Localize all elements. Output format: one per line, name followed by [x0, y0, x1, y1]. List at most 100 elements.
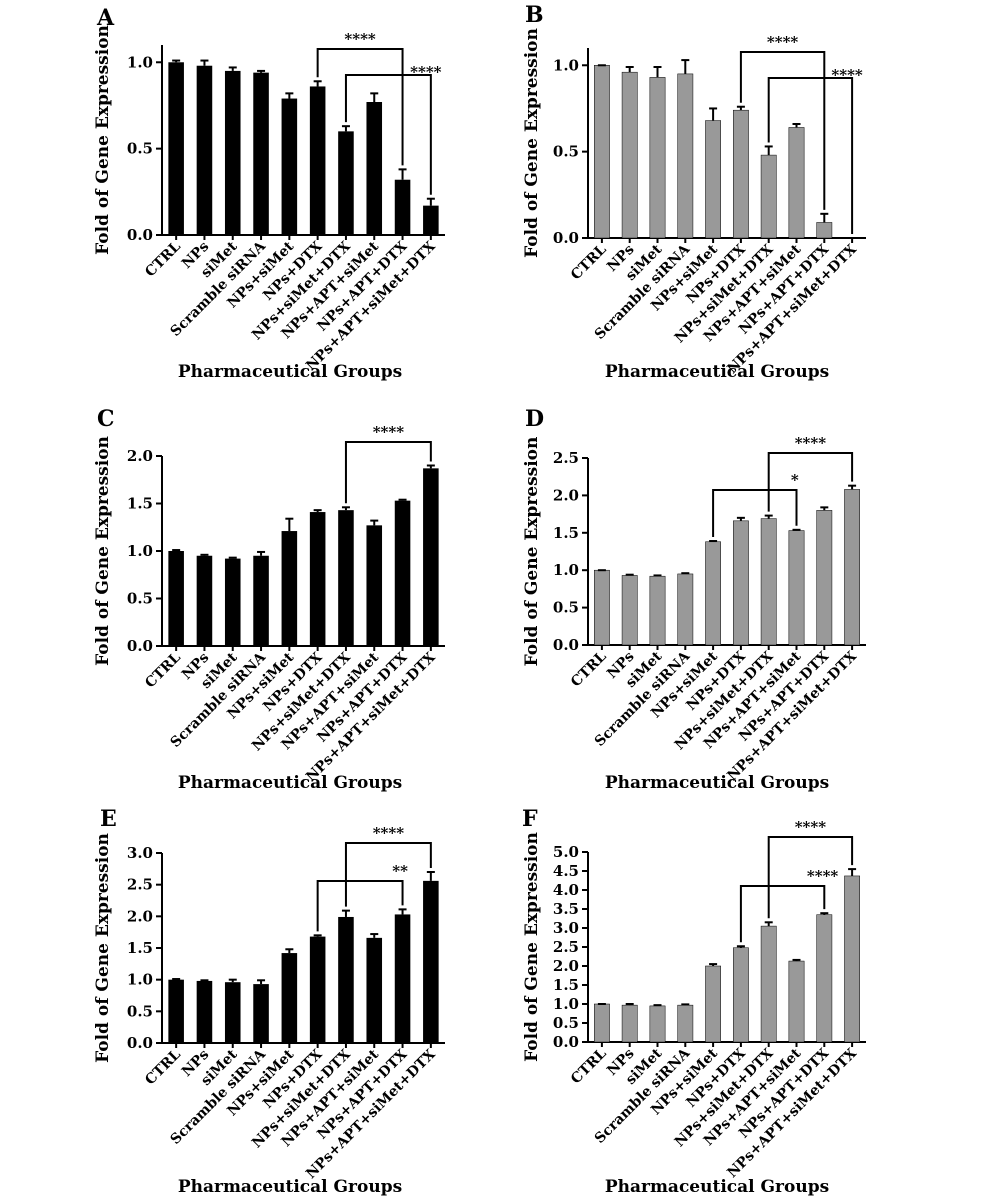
panel-letter: F — [522, 806, 538, 832]
bar-3 — [224, 982, 241, 1043]
bar-8 — [788, 530, 805, 646]
y-tick-label: 3.5 — [553, 900, 579, 918]
significance-bracket — [767, 836, 854, 919]
bar-7 — [338, 916, 354, 1043]
panel-letter: C — [97, 406, 115, 432]
bar-8 — [366, 937, 383, 1043]
y-axis-title: Fold of Gene Expression — [93, 25, 113, 255]
bar-2 — [621, 1004, 638, 1043]
bar-5 — [705, 541, 721, 646]
panel-letter: D — [525, 406, 544, 432]
chart-panel-f: F 0.00.51.01.52.02.53.03.54.04.55.0 Fold o… — [522, 806, 866, 1197]
bar-5 — [281, 98, 298, 235]
x-axis-title: Pharmaceutical Groups — [178, 773, 402, 793]
y-tick-label: 1.5 — [127, 939, 153, 957]
bar-5 — [281, 531, 298, 646]
x-axis-title: Pharmaceutical Groups — [605, 362, 829, 382]
category-label: CTRL — [568, 648, 610, 690]
significance-bracket — [316, 48, 404, 166]
bar-6 — [733, 109, 749, 239]
bar-7 — [338, 510, 354, 646]
category-label: CTRL — [568, 1045, 610, 1087]
bar-4 — [677, 1004, 694, 1043]
significance-label: **** — [767, 33, 799, 51]
bar-1 — [168, 62, 184, 235]
y-tick-label: 1.0 — [127, 542, 153, 560]
y-tick-label: 2.0 — [553, 957, 579, 975]
bar-5 — [705, 120, 721, 239]
chart-panel-a: A 0.0 0.5 1.0 Fold of Gene Expression Pharmac… — [93, 5, 445, 382]
bar-9 — [816, 510, 833, 646]
bar-9 — [394, 179, 411, 235]
y-tick-label: 0.5 — [127, 140, 153, 158]
bar-7 — [760, 925, 777, 1043]
y-tick-label: 1.0 — [553, 561, 579, 579]
bar-4 — [253, 555, 269, 646]
bar-8 — [788, 127, 805, 239]
y-axis-title: Fold of Gene Expression — [93, 833, 113, 1063]
bar-6 — [733, 947, 749, 1043]
y-tick-label: 0.0 — [127, 226, 153, 244]
significance-label: **** — [344, 30, 376, 48]
bar-1 — [594, 569, 610, 646]
bar-7 — [760, 154, 777, 239]
bar-1 — [168, 979, 184, 1043]
significance-bracket — [344, 74, 432, 195]
bar-5 — [281, 953, 298, 1043]
category-label: CTRL — [142, 1046, 184, 1088]
y-tick-label: 2.5 — [127, 876, 153, 894]
bar-1 — [594, 1003, 610, 1043]
panel-letter: B — [525, 2, 544, 28]
significance-bracket — [316, 880, 404, 932]
y-tick-label: 2.0 — [127, 907, 153, 925]
y-tick-label: 1.5 — [553, 524, 579, 542]
y-tick-label: 0.0 — [127, 1034, 153, 1052]
bar-9 — [394, 914, 411, 1043]
chart-panel-e: E 0.0 0.5 1.0 1.5 2.0 2.5 3.0 Fold of Gene Expre… — [93, 806, 445, 1197]
y-tick-label: 1.0 — [127, 971, 153, 989]
y-tick-label: 0.5 — [553, 1014, 579, 1032]
y-tick-label: 2.5 — [553, 938, 579, 956]
bar-5 — [705, 965, 721, 1043]
y-axis-title: Fold of Gene Expression — [93, 436, 113, 666]
y-tick-label: 0.5 — [127, 590, 153, 608]
bar-8 — [788, 960, 805, 1043]
bar-7 — [338, 131, 354, 235]
y-axis-title: Fold of Gene Expression — [522, 832, 542, 1062]
y-tick-label: 1.0 — [553, 995, 579, 1013]
bar-1 — [594, 65, 610, 239]
y-tick-label: 1.0 — [127, 53, 153, 71]
bar-2 — [196, 555, 213, 646]
bar-10 — [844, 489, 860, 646]
y-tick-label: 0.0 — [553, 229, 579, 247]
bar-4 — [677, 73, 694, 239]
bar-8 — [366, 525, 383, 646]
y-tick-label: 2.0 — [553, 486, 579, 504]
bar-4 — [677, 573, 694, 646]
y-tick-label: 0.5 — [553, 143, 579, 161]
significance-label: **** — [795, 818, 827, 836]
category-label: CTRL — [142, 649, 184, 691]
significance-label: **** — [807, 867, 839, 885]
bar-4 — [253, 984, 269, 1043]
bar-10 — [423, 880, 439, 1043]
x-axis-title: Pharmaceutical Groups — [178, 362, 402, 382]
significance-label: **** — [831, 66, 863, 84]
y-tick-label: 4.5 — [553, 862, 579, 880]
y-tick-label: 3.0 — [127, 844, 153, 862]
y-tick-label: 0.5 — [127, 1002, 153, 1020]
chart-panel-b: B 0.0 0.5 1.0 Fold of Gene Expression Pharmac… — [522, 2, 866, 382]
bar-2 — [621, 575, 638, 646]
category-label: CTRL — [568, 241, 610, 283]
y-axis-title: Fold of Gene Expression — [522, 437, 542, 667]
bar-6 — [309, 936, 326, 1043]
significance-label: **** — [373, 824, 405, 842]
y-tick-label: 1.5 — [127, 495, 153, 513]
x-axis-title: Pharmaceutical Groups — [605, 1177, 829, 1197]
significance-bracket — [739, 51, 826, 210]
bar-10 — [423, 468, 439, 646]
bar-7 — [760, 518, 777, 646]
bar-2 — [621, 71, 638, 239]
bar-4 — [253, 72, 269, 236]
